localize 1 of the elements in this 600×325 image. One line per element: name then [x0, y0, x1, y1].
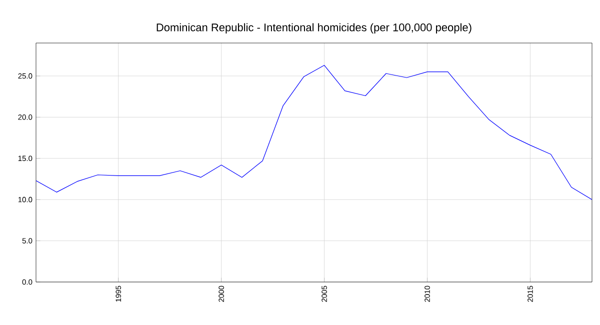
- chart-title: Dominican Republic - Intentional homicides (per 100,000 people): [156, 23, 472, 34]
